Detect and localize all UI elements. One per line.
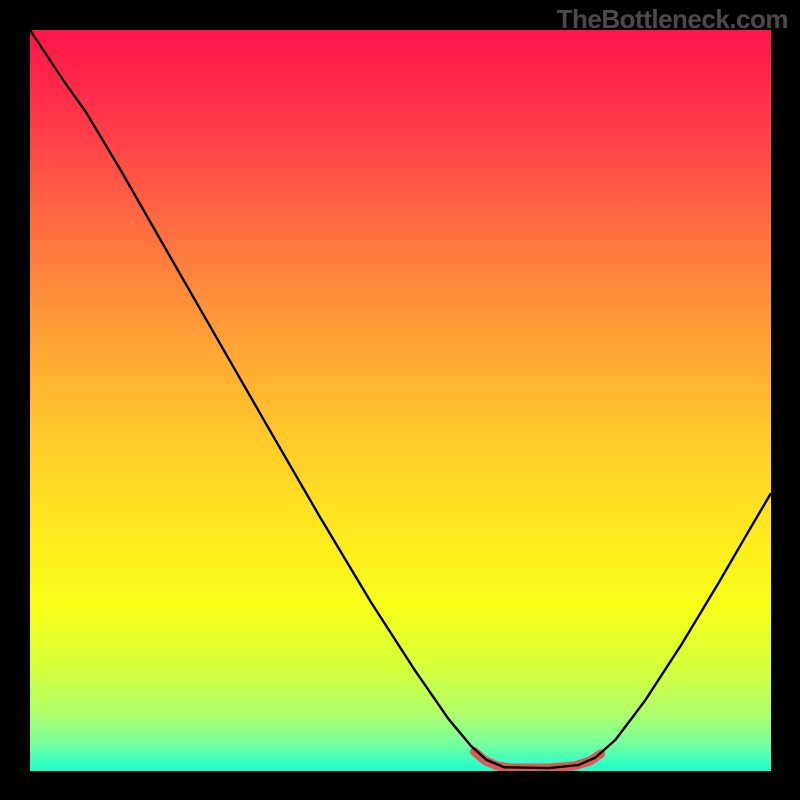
watermark-label: TheBottleneck.com: [557, 4, 788, 35]
chart-svg: [30, 30, 771, 771]
plot-area: [30, 30, 771, 771]
chart-background: [30, 30, 771, 771]
